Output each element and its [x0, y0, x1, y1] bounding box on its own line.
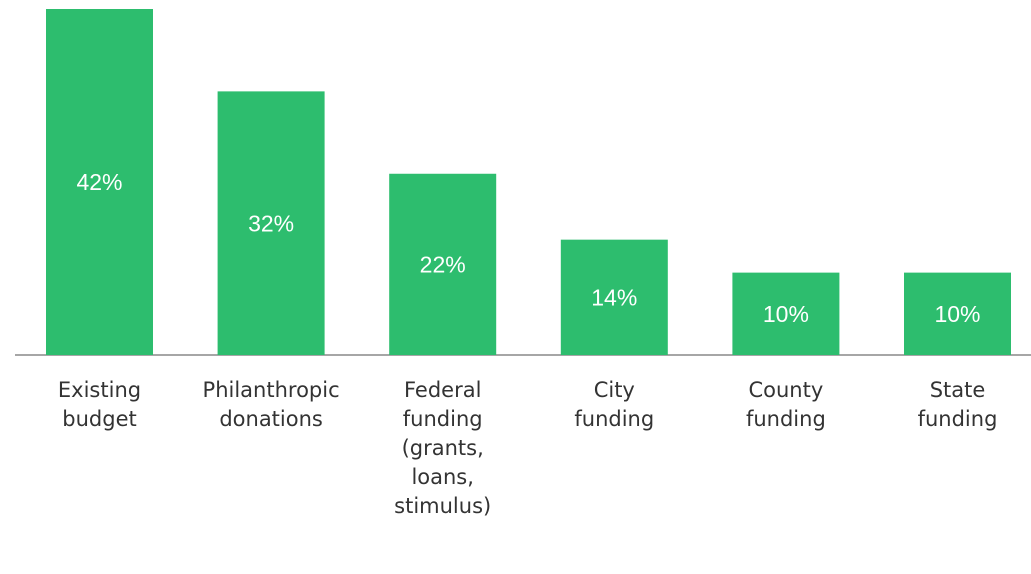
- bar: [389, 173, 497, 355]
- bar: [560, 239, 668, 355]
- value-label: 10%: [763, 301, 809, 327]
- category-label: Philanthropic donations: [202, 378, 340, 431]
- category-label: County funding: [745, 378, 826, 431]
- bar: [217, 91, 325, 355]
- category-label: Existing budget: [57, 378, 142, 431]
- bar: [904, 272, 1011, 355]
- bar: [732, 272, 840, 355]
- category-label: Federal funding (grants, loans, stimulus…: [394, 378, 492, 518]
- value-label: 14%: [591, 284, 637, 310]
- value-label: 42%: [76, 169, 122, 195]
- value-label: 10%: [934, 301, 980, 327]
- category-label: State funding: [917, 378, 998, 431]
- category-label: City funding: [574, 378, 655, 431]
- bar: [46, 9, 153, 355]
- value-label: 22%: [420, 251, 466, 277]
- value-label: 32%: [248, 210, 294, 236]
